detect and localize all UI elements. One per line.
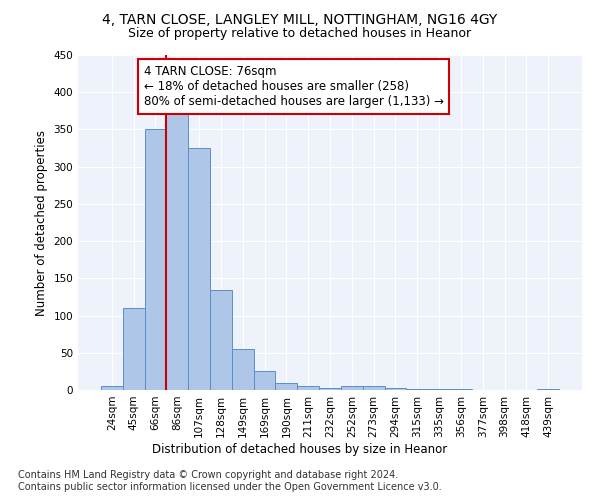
Bar bbox=[341, 386, 363, 390]
Bar bbox=[101, 386, 123, 390]
Bar bbox=[319, 388, 341, 390]
Bar bbox=[363, 386, 385, 390]
Bar bbox=[123, 308, 145, 390]
Bar bbox=[406, 388, 428, 390]
Text: Distribution of detached houses by size in Heanor: Distribution of detached houses by size … bbox=[152, 442, 448, 456]
Bar bbox=[188, 148, 210, 390]
Bar bbox=[210, 290, 232, 390]
Bar bbox=[145, 130, 166, 390]
Bar bbox=[166, 111, 188, 390]
Bar bbox=[297, 386, 319, 390]
Text: Contains HM Land Registry data © Crown copyright and database right 2024.: Contains HM Land Registry data © Crown c… bbox=[18, 470, 398, 480]
Bar bbox=[232, 349, 254, 390]
Bar bbox=[537, 388, 559, 390]
Bar bbox=[275, 382, 297, 390]
Text: Size of property relative to detached houses in Heanor: Size of property relative to detached ho… bbox=[128, 28, 472, 40]
Text: Contains public sector information licensed under the Open Government Licence v3: Contains public sector information licen… bbox=[18, 482, 442, 492]
Bar bbox=[385, 388, 406, 390]
Y-axis label: Number of detached properties: Number of detached properties bbox=[35, 130, 48, 316]
Bar bbox=[254, 372, 275, 390]
Text: 4, TARN CLOSE, LANGLEY MILL, NOTTINGHAM, NG16 4GY: 4, TARN CLOSE, LANGLEY MILL, NOTTINGHAM,… bbox=[103, 12, 497, 26]
Text: 4 TARN CLOSE: 76sqm
← 18% of detached houses are smaller (258)
80% of semi-detac: 4 TARN CLOSE: 76sqm ← 18% of detached ho… bbox=[143, 65, 443, 108]
